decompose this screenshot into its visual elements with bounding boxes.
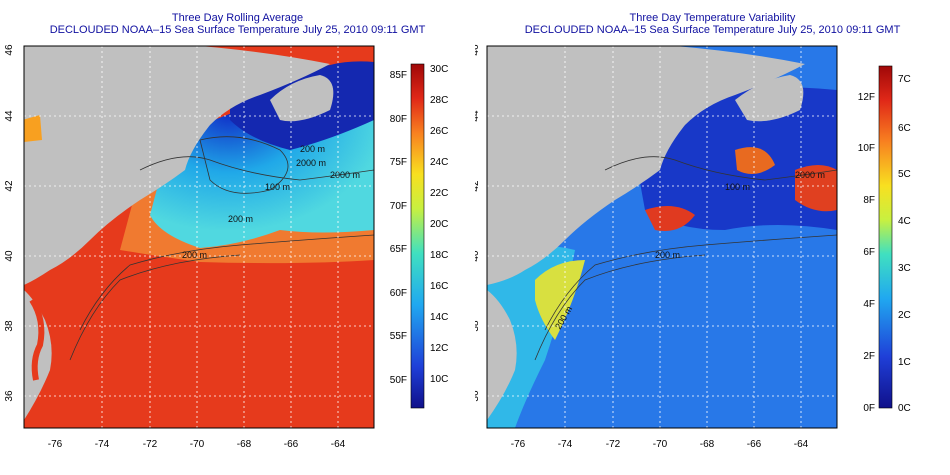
y-tick-label: 36 [475, 390, 481, 402]
y-tick-label: 46 [475, 44, 481, 56]
colorbar-c-label: 16C [430, 281, 448, 292]
colorbar-c-label: 1C [898, 357, 911, 368]
colorbar-c-label: 7C [898, 74, 911, 85]
y-tick-label: 46 [4, 44, 15, 56]
x-tick-label: -72 [606, 439, 621, 450]
colorbar-c-label: 22C [430, 188, 448, 199]
colorbar-c-label: 18C [430, 250, 448, 261]
x-tick-label: -70 [190, 439, 205, 450]
y-tick-label: 36 [4, 390, 15, 402]
y-tick-label: 38 [475, 320, 481, 332]
average-subtitle: DECLOUDED NOAA–15 Sea Surface Temperatur… [49, 24, 426, 36]
colorbar-f-label: 55F [390, 331, 407, 342]
x-tick-label: -64 [794, 439, 809, 450]
colorbar-c-label: 20C [430, 219, 448, 230]
x-axis-ticks: -76 -74 -72 -70 -68 -66 -64 [511, 439, 809, 450]
contour-label: 100 m [265, 182, 290, 192]
map-frame [486, 45, 838, 429]
y-axis-ticks: 36 38 40 42 44 46 [4, 44, 15, 402]
colorbar-c-label: 26C [430, 126, 448, 137]
average-panel: Three Day Rolling Average DECLOUDED NOAA… [4, 12, 448, 450]
x-axis-ticks: -76 -74 -72 -70 -68 -66 -64 [48, 439, 346, 450]
grid-lines [487, 46, 837, 428]
colorbar-fahrenheit-labels: 12F 10F 8F 6F 4F 2F 0F [858, 92, 875, 414]
y-axis-ticks: 36 38 40 42 44 46 [475, 44, 481, 402]
colorbar-c-label: 30C [430, 64, 448, 75]
variability-colorbar [878, 65, 893, 409]
colorbar-f-label: 10F [858, 143, 875, 154]
colorbar-c-label: 24C [430, 157, 448, 168]
contour-label: 2000 m [296, 158, 326, 168]
x-tick-label: -64 [331, 439, 346, 450]
colorbar-f-label: 70F [390, 201, 407, 212]
colorbar-f-label: 50F [390, 375, 407, 386]
variability-title: Three Day Temperature Variability [629, 12, 796, 24]
colorbar-c-label: 10C [430, 374, 448, 385]
x-tick-label: -66 [747, 439, 762, 450]
colorbar-f-label: 6F [863, 247, 875, 258]
x-tick-label: -68 [237, 439, 252, 450]
colorbar-f-label: 2F [863, 351, 875, 362]
x-tick-label: -70 [653, 439, 668, 450]
colorbar-f-label: 60F [390, 288, 407, 299]
colorbar-f-label: 85F [390, 70, 407, 81]
colorbar-fahrenheit-labels: 85F 80F 75F 70F 65F 60F 55F 50F [390, 70, 407, 386]
colorbar-c-label: 2C [898, 310, 911, 321]
colorbar-celsius-labels: 7C 6C 5C 4C 3C 2C 1C 0C [898, 74, 911, 414]
colorbar-c-label: 4C [898, 216, 911, 227]
temperature-colorbar [410, 63, 425, 409]
colorbar-f-label: 4F [863, 299, 875, 310]
y-tick-label: 42 [4, 180, 15, 192]
average-title: Three Day Rolling Average [171, 12, 304, 24]
variability-subtitle: DECLOUDED NOAA–15 Sea Surface Temperatur… [524, 24, 901, 36]
contour-label: 200 m [228, 214, 253, 224]
colorbar-c-label: 14C [430, 312, 448, 323]
variability-panel: Three Day Temperature Variability DECLOU… [475, 0, 950, 475]
colorbar-c-label: 0C [898, 403, 911, 414]
colorbar-c-label: 5C [898, 169, 911, 180]
map-frame [23, 45, 375, 429]
colorbar-f-label: 65F [390, 244, 407, 255]
x-tick-label: -76 [48, 439, 63, 450]
contour-label: 2000 m [795, 170, 825, 180]
y-tick-label: 44 [4, 110, 15, 122]
x-tick-label: -68 [700, 439, 715, 450]
average-map: 200 m 200 m 100 m 2000 m 2000 m 200 m -7… [4, 44, 448, 450]
grid-lines [24, 46, 374, 428]
y-tick-label: 42 [475, 180, 481, 192]
x-tick-label: -76 [511, 439, 526, 450]
colorbar-f-label: 80F [390, 114, 407, 125]
colorbar-f-label: 75F [390, 157, 407, 168]
depth-contour [604, 156, 837, 181]
contour-label: 200 m [655, 250, 680, 260]
land-mass [487, 46, 805, 285]
depth-contour [139, 156, 374, 181]
x-tick-label: -66 [284, 439, 299, 450]
colorbar-c-label: 12C [430, 343, 448, 354]
y-tick-label: 40 [4, 250, 15, 262]
y-tick-label: 44 [475, 110, 481, 122]
colorbar-c-label: 28C [430, 95, 448, 106]
variability-map: 200 m 100 m 2000 m 200 m -76 -74 -72 -70… [475, 44, 911, 450]
contour-label: 100 m [725, 182, 750, 192]
contour-label: 200 m [182, 250, 207, 260]
land-mass [24, 46, 330, 285]
y-tick-label: 38 [4, 320, 15, 332]
contour-label: 2000 m [330, 170, 360, 180]
colorbar-celsius-labels: 30C 28C 26C 24C 22C 20C 18C 16C 14C 12C … [430, 64, 448, 385]
x-tick-label: -72 [143, 439, 158, 450]
colorbar-f-label: 0F [863, 403, 875, 414]
x-tick-label: -74 [558, 439, 573, 450]
x-tick-label: -74 [95, 439, 110, 450]
contour-label: 200 m [300, 144, 325, 154]
y-tick-label: 40 [475, 250, 481, 262]
colorbar-f-label: 8F [863, 195, 875, 206]
colorbar-c-label: 6C [898, 123, 911, 134]
colorbar-f-label: 12F [858, 92, 875, 103]
colorbar-c-label: 3C [898, 263, 911, 274]
